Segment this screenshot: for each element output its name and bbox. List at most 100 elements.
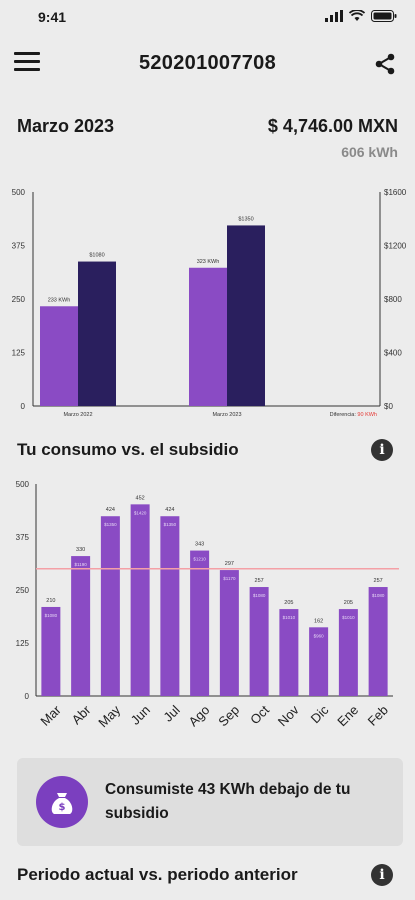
battery-icon: [371, 10, 397, 22]
bar: [368, 587, 388, 696]
subsidy-card: $ Consumiste 43 KWh debajo de tu subsidi…: [17, 758, 403, 846]
x-tick-label: Nov: [275, 702, 302, 729]
bar-cost-label: $1080: [45, 613, 58, 618]
bar: [71, 556, 91, 696]
consumption-info-icon[interactable]: i: [371, 439, 393, 461]
bar-value-label: 323 KWh: [197, 259, 220, 265]
bar-value-label: 343: [195, 542, 204, 548]
bar-value-label: 205: [344, 600, 353, 606]
y-right-tick-label: $1200: [384, 242, 407, 251]
menu-button[interactable]: [14, 52, 40, 76]
y-tick-label: 375: [16, 533, 30, 542]
y-tick-label: 250: [16, 586, 30, 595]
period-label: Marzo 2023: [17, 116, 115, 136]
bar: [160, 516, 180, 696]
bar: [249, 587, 269, 696]
difference-value: 90 KWh: [357, 412, 377, 418]
y-tick-label: 125: [16, 639, 30, 648]
year-comparison-chart: 0 125 250 375 500 $0 $400 $800 $1200 $1600 233 KWh…: [12, 188, 407, 418]
y-left-tick-label: 0: [21, 402, 26, 411]
bar: [338, 609, 358, 696]
status-icons: [325, 10, 397, 22]
y-right-tick-label: $1600: [384, 188, 407, 197]
bar: [100, 516, 120, 696]
bar-cost-label: $1080: [372, 593, 385, 598]
period-info-icon[interactable]: i: [371, 864, 393, 886]
bar-value-label: 205: [284, 600, 293, 606]
difference-label: Diferencia: 90 KWh: [330, 412, 377, 418]
app-header: 520201007708: [0, 40, 415, 90]
period-summary: Marzo 2023 $ 4,746.00 MXN 606 kWh: [0, 112, 415, 168]
bar-value-label: 233 KWh: [48, 297, 71, 303]
bar: [219, 570, 239, 696]
y-left-tick-label: 250: [12, 295, 26, 304]
menu-icon: [14, 52, 40, 55]
x-tick-label: Jun: [128, 702, 153, 727]
bar-value-label: 257: [255, 578, 264, 584]
y-tick-label: 0: [25, 692, 30, 701]
bar-cost-label: $960: [314, 633, 325, 638]
bar: [130, 504, 150, 696]
y-left-tick-label: 375: [12, 242, 26, 251]
subsidy-message: Consumiste 43 KWh debajo de tu subsidio: [105, 781, 351, 822]
bar-value-label: 257: [374, 578, 383, 584]
bag-icon-container: $: [36, 776, 88, 828]
x-tick-label: Jul: [160, 702, 182, 724]
bar-cost-label: $1210: [193, 557, 206, 562]
status-bar: 9:41: [0, 0, 415, 34]
wifi-icon: [349, 10, 365, 21]
x-tick-label: Dic: [308, 702, 332, 726]
money-bag-icon: $: [51, 793, 73, 814]
y-left-tick-label: 500: [12, 188, 26, 197]
bar: [189, 267, 227, 406]
bar: [41, 606, 61, 696]
bar-value-label: 424: [106, 507, 115, 513]
x-tick-label: May: [95, 702, 123, 730]
bar-cost-label: $1350: [164, 522, 177, 527]
bar-value-label: 210: [46, 598, 55, 604]
monthly-consumption-chart: 0 125 250 375 500 210 $1080 Mar 330 $1190 Abr 424 $1…: [16, 480, 399, 730]
x-tick-label: Feb: [365, 702, 391, 728]
bar-cost-label: $1010: [342, 615, 355, 620]
bar-value-label: 424: [165, 507, 174, 513]
y-right-tick-label: $0: [384, 402, 393, 411]
bar-cost-label: $1190: [75, 562, 88, 567]
bar: [279, 609, 299, 696]
svg-text:$: $: [59, 802, 66, 813]
bar: [309, 627, 329, 696]
status-time: 9:41: [38, 9, 67, 25]
y-right-tick-label: $400: [384, 349, 402, 358]
signal-icon: [325, 10, 343, 22]
share-icon[interactable]: [373, 52, 397, 76]
y-left-tick-label: 125: [12, 349, 26, 358]
y-tick-label: 500: [16, 480, 30, 489]
bar-value-label: 297: [225, 561, 234, 567]
bar-cost-label: $1170: [223, 576, 236, 581]
bar-value-label: $1350: [238, 216, 253, 222]
bar-value-label: 452: [136, 495, 145, 501]
x-tick-label: Ene: [334, 702, 361, 729]
y-right-tick-label: $800: [384, 295, 402, 304]
bar: [190, 550, 210, 696]
bar-value-label: 162: [314, 618, 323, 624]
x-tick-label: Abr: [69, 702, 94, 727]
consumption-section-title: Tu consumo vs. el subsidio: [17, 440, 239, 459]
x-tick-label: Marzo 2023: [212, 412, 241, 418]
x-tick-label: Mar: [37, 702, 64, 729]
bar-cost-label: $1010: [283, 615, 296, 620]
x-tick-label: Ago: [186, 702, 213, 729]
x-tick-label: Marzo 2022: [63, 412, 92, 418]
period-comparison-title: Periodo actual vs. periodo anterior: [17, 865, 298, 884]
x-tick-label: Sep: [215, 702, 242, 729]
bar: [78, 261, 116, 406]
amount-total: $ 4,746.00 MXN: [267, 116, 398, 136]
bar: [40, 306, 78, 406]
bar-cost-label: $1420: [134, 510, 147, 515]
page-title: 520201007708: [138, 52, 277, 74]
bar: [227, 225, 265, 406]
bar-value-label: $1080: [89, 253, 104, 259]
kwh-total: 606 kWh: [341, 144, 398, 160]
x-tick-label: Oct: [247, 702, 272, 727]
bar-cost-label: $1080: [253, 593, 266, 598]
bar-value-label: 330: [76, 547, 85, 553]
